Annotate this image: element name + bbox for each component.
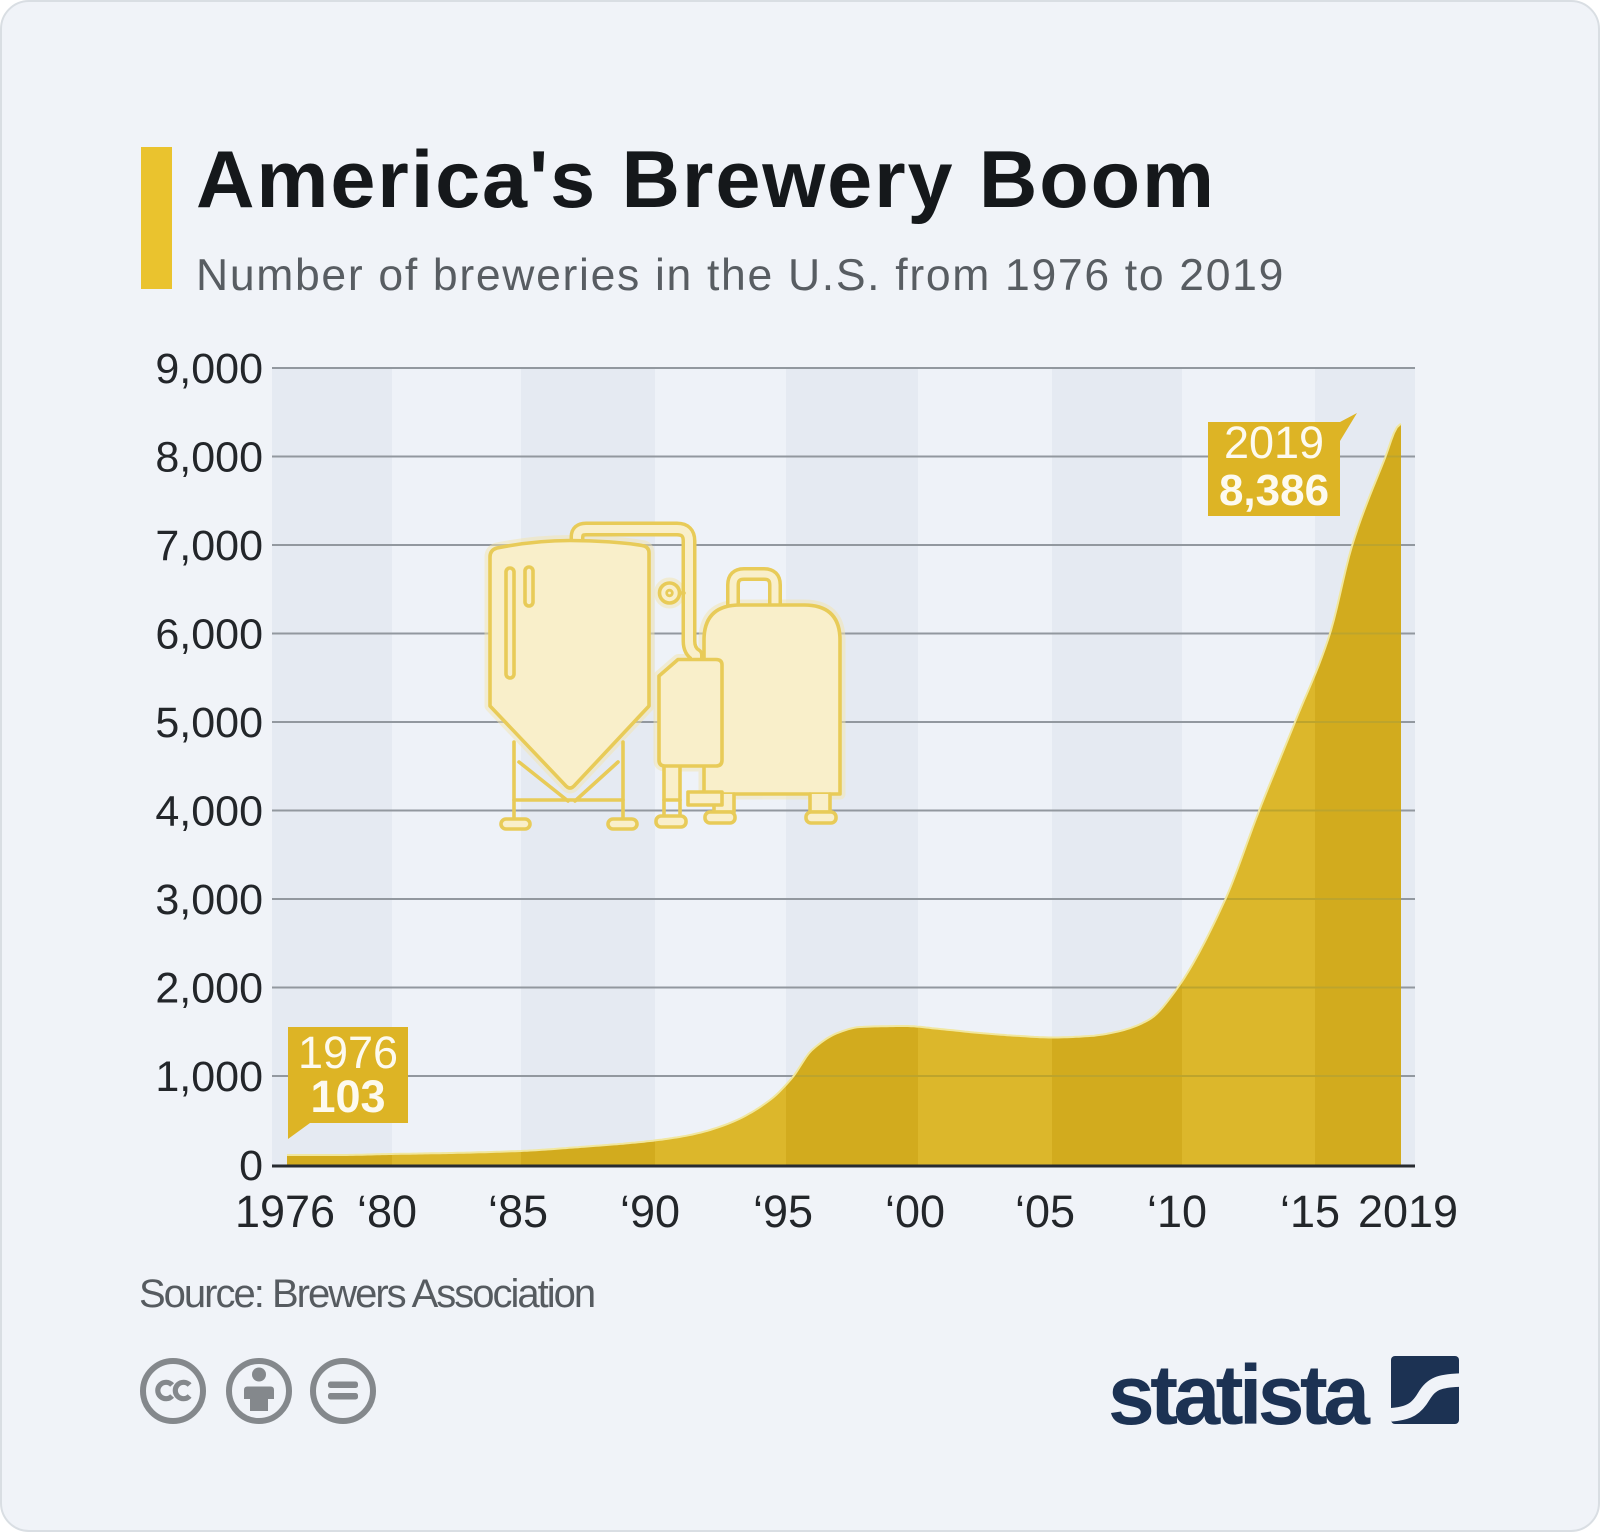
svg-text:‘80: ‘80 [357,1186,417,1237]
svg-text:‘00: ‘00 [885,1186,945,1237]
svg-text:0: 0 [239,1142,263,1190]
svg-text:2019: 2019 [1224,417,1324,468]
svg-text:8,000: 8,000 [155,434,263,482]
svg-text:9,000: 9,000 [155,345,263,393]
svg-text:5,000: 5,000 [155,699,263,747]
svg-text:7,000: 7,000 [155,522,263,570]
svg-text:3,000: 3,000 [155,876,263,924]
svg-text:‘05: ‘05 [1015,1186,1075,1237]
svg-text:1976: 1976 [235,1186,335,1237]
svg-text:2,000: 2,000 [155,965,263,1013]
svg-text:1,000: 1,000 [155,1053,263,1101]
svg-text:6,000: 6,000 [155,611,263,659]
svg-text:1976: 1976 [298,1027,398,1078]
svg-text:‘95: ‘95 [753,1186,813,1237]
svg-text:4,000: 4,000 [155,788,263,836]
svg-text:‘10: ‘10 [1147,1186,1207,1237]
svg-text:103: 103 [310,1071,385,1122]
svg-text:‘90: ‘90 [620,1186,680,1237]
svg-text:America's Brewery Boom: America's Brewery Boom [196,135,1216,225]
svg-text:8,386: 8,386 [1219,466,1329,515]
svg-text:Source: Brewers Association: Source: Brewers Association [139,1272,594,1316]
svg-text:‘15: ‘15 [1280,1186,1340,1237]
svg-text:Number of breweries in the U.S: Number of breweries in the U.S. from 197… [196,251,1285,300]
svg-text:statista: statista [1108,1348,1371,1442]
svg-text:‘85: ‘85 [488,1186,548,1237]
svg-text:2019: 2019 [1358,1186,1458,1237]
